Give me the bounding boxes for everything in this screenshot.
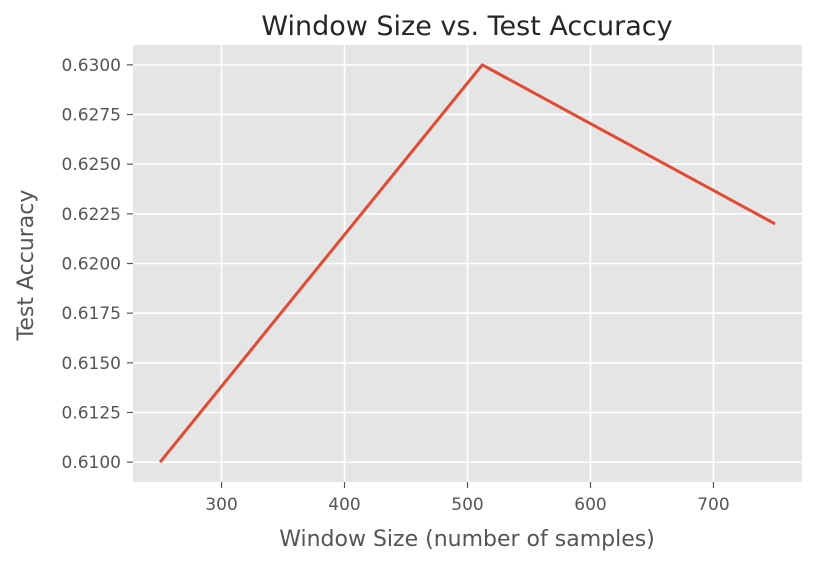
x-axis-label: Window Size (number of samples)	[279, 527, 655, 552]
series-lines	[158, 63, 776, 464]
y-tick-label: 0.6300	[62, 56, 121, 76]
y-tick-label: 0.6225	[62, 205, 121, 225]
y-axis-label: Test Accuracy	[14, 190, 39, 342]
y-tick-label: 0.6275	[62, 106, 121, 126]
series-line	[158, 63, 776, 464]
y-axis-ticks: 0.6100 0.6125 0.6150 0.6175 0.6200 0.6225 0.62…	[62, 56, 133, 473]
x-tick-label: 600	[574, 495, 606, 515]
x-tick-label: 400	[328, 495, 360, 515]
chart-title: Window Size vs. Test Accuracy	[261, 11, 672, 42]
x-tick-label: 500	[451, 495, 483, 515]
x-tick-label: 700	[697, 495, 729, 515]
y-tick-label: 0.6125	[62, 403, 121, 423]
x-axis-ticks: 300 400 500 600 700	[205, 482, 730, 515]
y-tick-label: 0.6250	[62, 155, 121, 175]
y-tick-label: 0.6175	[62, 304, 121, 324]
grid-lines	[133, 45, 802, 482]
y-tick-label: 0.6150	[62, 354, 121, 374]
x-tick-label: 300	[205, 495, 237, 515]
y-tick-label: 0.6200	[62, 255, 121, 275]
y-tick-label: 0.6100	[62, 453, 121, 473]
